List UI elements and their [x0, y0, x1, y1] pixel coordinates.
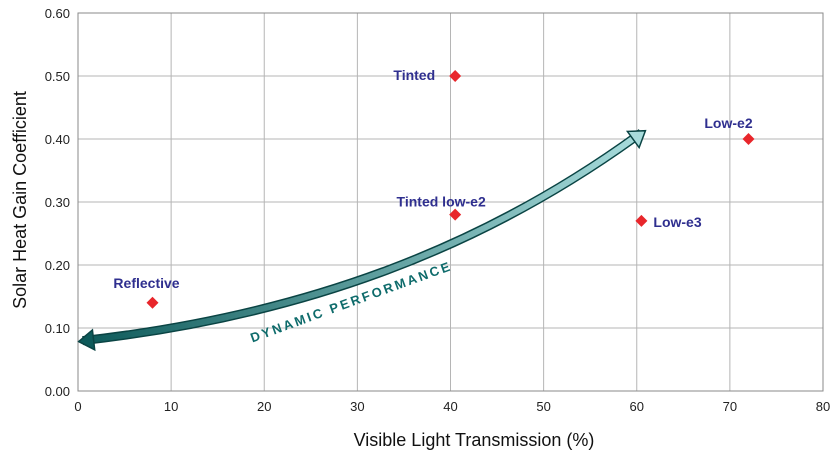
data-points: Reflective Tinted Tinted low-e2 Low-e3 Low-e…: [113, 67, 755, 309]
x-axis-ticks: 0 10 20 30 40 50 60 70 80: [74, 399, 830, 414]
y-tick-label: 0.30: [45, 195, 70, 210]
y-tick-label: 0.10: [45, 321, 70, 336]
y-tick-label: 0.60: [45, 6, 70, 21]
data-point-label: Low-e3: [653, 214, 701, 230]
x-tick-label: 20: [257, 399, 271, 414]
data-point-marker: [742, 133, 755, 145]
x-tick-label: 0: [74, 399, 81, 414]
y-tick-label: 0.40: [45, 132, 70, 147]
plot-frame: [77, 12, 824, 392]
data-point-marker: [449, 208, 462, 221]
data-point-label: Tinted low-e2: [397, 194, 486, 210]
y-tick-label: 0.50: [45, 69, 70, 84]
arrow-body-outline: [82, 129, 645, 346]
x-tick-label: 80: [816, 399, 830, 414]
x-tick-label: 10: [164, 399, 178, 414]
data-point-label: Low-e2: [704, 115, 752, 131]
data-point-marker: [635, 214, 648, 227]
dynamic-performance-annotation: DYNAMIC PERFORMANCE: [77, 129, 647, 352]
y-tick-label: 0.20: [45, 258, 70, 273]
x-tick-label: 30: [350, 399, 364, 414]
data-point-marker: [146, 296, 159, 309]
y-tick-label: 0.00: [45, 384, 70, 399]
x-tick-label: 70: [723, 399, 737, 414]
x-tick-label: 50: [536, 399, 550, 414]
x-axis-title: Visible Light Transmission (%): [354, 430, 595, 450]
x-tick-label: 40: [443, 399, 457, 414]
data-point-marker: [449, 70, 462, 82]
data-point-label: Tinted: [393, 67, 435, 83]
arrow-body: [82, 130, 644, 344]
arrow-head-left: [77, 328, 96, 352]
data-point-label: Reflective: [113, 275, 179, 291]
x-tick-label: 60: [630, 399, 644, 414]
y-axis-title: Solar Heat Gain Coefficient: [10, 91, 30, 309]
y-axis-ticks: 0.00 0.10 0.20 0.30 0.40 0.50 0.60: [45, 6, 70, 399]
arrow-head-right: [625, 129, 647, 150]
